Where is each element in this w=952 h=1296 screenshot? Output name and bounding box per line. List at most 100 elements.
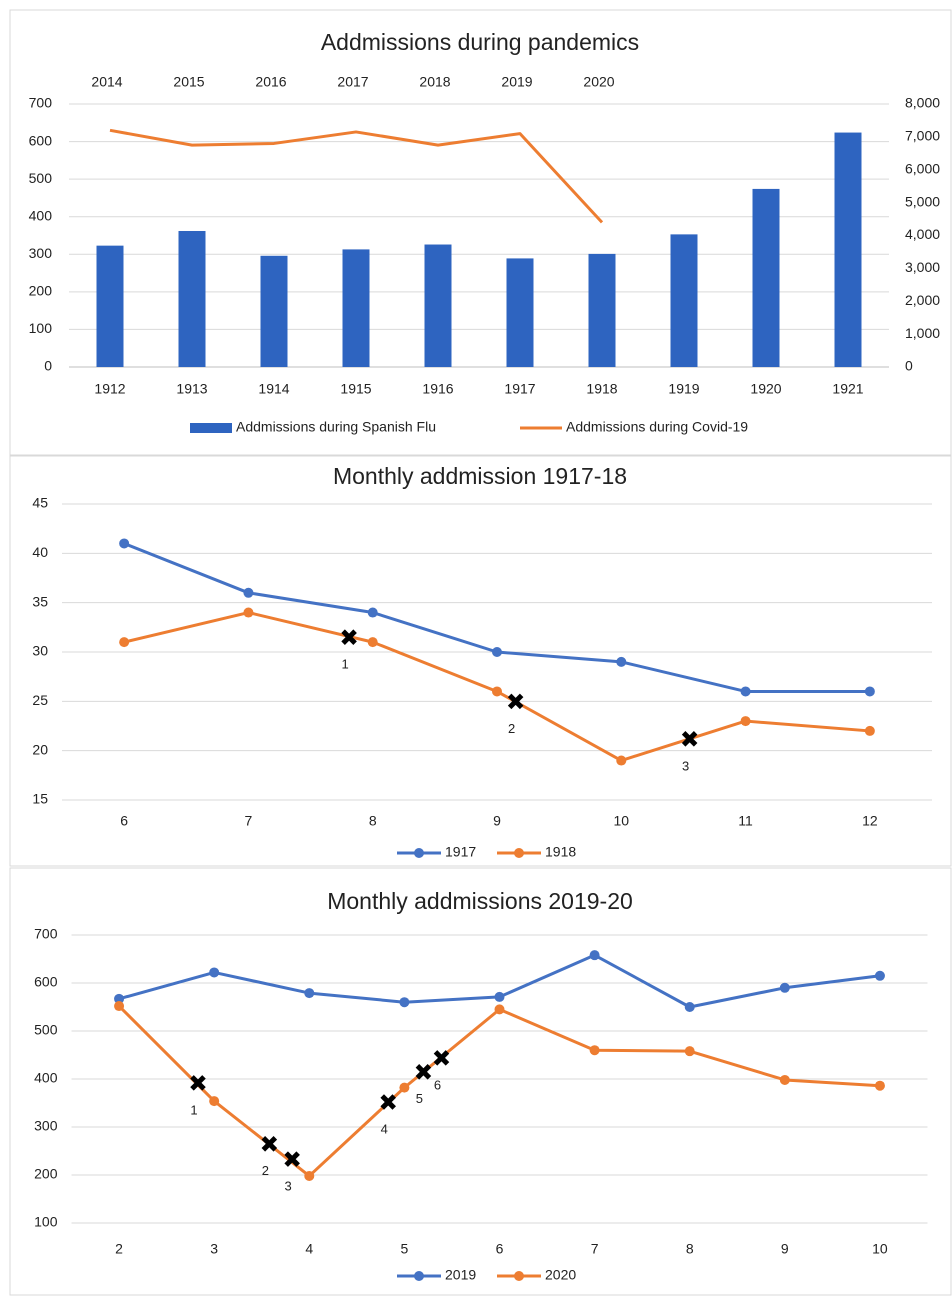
- chart-title: Addmissions during pandemics: [321, 29, 639, 55]
- point: [864, 686, 875, 697]
- y-tick-label: 35: [32, 593, 48, 609]
- point: [492, 686, 502, 697]
- y-tick-label: 15: [32, 791, 48, 807]
- bar: [178, 230, 206, 367]
- panel: [9, 867, 952, 1296]
- annotation-label: 3: [285, 1179, 292, 1194]
- point: [399, 1082, 410, 1093]
- point: [243, 587, 254, 598]
- y-tick-label: 400: [34, 1070, 58, 1086]
- annotation-marker: [507, 693, 524, 710]
- x-tick-label: 5: [400, 1241, 408, 1257]
- x-tick-label: 8: [686, 1241, 694, 1257]
- y-tick-label: 500: [34, 1022, 58, 1038]
- x-tick-label: 9: [781, 1241, 789, 1257]
- legend-label: Addmissions during Spanish Flu: [236, 419, 436, 435]
- annotation-label: 5: [416, 1091, 423, 1106]
- annotation-label: 6: [434, 1077, 441, 1092]
- y-tick-label: 100: [29, 320, 53, 336]
- x-tick-label: 1919: [668, 381, 699, 397]
- point: [874, 970, 885, 981]
- y-tick-label: 300: [29, 245, 53, 261]
- annotation-marker: [190, 1075, 206, 1091]
- y-tick-label: 600: [29, 132, 53, 148]
- y2-tick-label: 5,000: [905, 193, 940, 209]
- legend-swatch: [514, 848, 524, 858]
- bar: [260, 255, 288, 367]
- point: [243, 607, 254, 618]
- annotation-label: 3: [682, 758, 689, 773]
- annotation-marker: [341, 629, 357, 645]
- legend-label: 2020: [545, 1267, 576, 1283]
- point: [740, 686, 751, 697]
- annotation-marker: [415, 1064, 432, 1080]
- bar: [342, 249, 370, 367]
- point: [494, 991, 505, 1002]
- panel: [9, 9, 952, 456]
- y2-tick-label: 0: [905, 358, 913, 374]
- legend-label: 1918: [545, 844, 576, 860]
- bar: [834, 132, 862, 367]
- annotation-marker: [380, 1094, 396, 1110]
- y2-tick-label: 8,000: [905, 95, 940, 111]
- x-tick-label: 3: [210, 1241, 218, 1257]
- x-tick-label: 1918: [586, 381, 617, 397]
- x2-tick-label: 2017: [337, 74, 368, 90]
- x-tick-label: 10: [872, 1241, 888, 1257]
- point: [114, 993, 125, 1004]
- bar: [588, 253, 616, 367]
- annotation-label: 4: [381, 1121, 388, 1136]
- y-tick-label: 700: [34, 926, 58, 942]
- x-tick-label: 7: [245, 813, 253, 829]
- y-tick-label: 400: [29, 207, 53, 223]
- point: [367, 637, 378, 648]
- point: [616, 656, 627, 667]
- x-tick-label: 2: [115, 1241, 123, 1257]
- y-tick-label: 0: [44, 358, 52, 374]
- annotation-marker: [681, 731, 698, 747]
- annotation-label: 1: [190, 1102, 197, 1117]
- point: [864, 725, 875, 736]
- y-tick-label: 25: [32, 692, 48, 708]
- y2-tick-label: 7,000: [905, 128, 940, 144]
- x-tick-label: 10: [613, 813, 629, 829]
- bar: [752, 188, 780, 367]
- x-tick-label: 1916: [422, 381, 453, 397]
- bar: [670, 234, 698, 367]
- x-tick-label: 1921: [832, 381, 863, 397]
- x2-tick-label: 2016: [255, 74, 286, 90]
- y-tick-label: 200: [29, 283, 53, 299]
- x-tick-label: 4: [305, 1241, 313, 1257]
- point: [209, 1096, 220, 1107]
- annotation-marker: [433, 1050, 450, 1066]
- x2-tick-label: 2015: [173, 74, 204, 90]
- point: [589, 950, 600, 961]
- x-tick-label: 8: [369, 813, 377, 829]
- point: [304, 1170, 315, 1181]
- x-tick-label: 6: [120, 813, 128, 829]
- y-tick-label: 40: [32, 544, 48, 560]
- y-tick-label: 500: [29, 170, 53, 186]
- bar: [506, 258, 534, 367]
- panel: [9, 455, 952, 867]
- legend-label: 1917: [445, 844, 476, 860]
- point: [740, 716, 751, 727]
- x-tick-label: 1912: [94, 381, 125, 397]
- point: [119, 538, 130, 549]
- line: [109, 128, 604, 224]
- y-tick-label: 45: [32, 495, 48, 511]
- legend-swatch: [414, 1271, 424, 1281]
- x-tick-label: 1915: [340, 381, 371, 397]
- x-tick-label: 1917: [504, 381, 535, 397]
- y-tick-label: 200: [34, 1166, 58, 1182]
- y-tick-label: 700: [29, 95, 53, 111]
- annotation-label: 2: [262, 1163, 269, 1178]
- annotation-label: 2: [508, 721, 515, 736]
- point: [114, 1001, 125, 1012]
- point: [616, 755, 627, 766]
- x2-tick-label: 2014: [91, 74, 122, 90]
- x-tick-label: 1913: [176, 381, 207, 397]
- chart-title: Monthly addmissions 2019-20: [327, 888, 633, 914]
- legend-swatch: [414, 848, 424, 858]
